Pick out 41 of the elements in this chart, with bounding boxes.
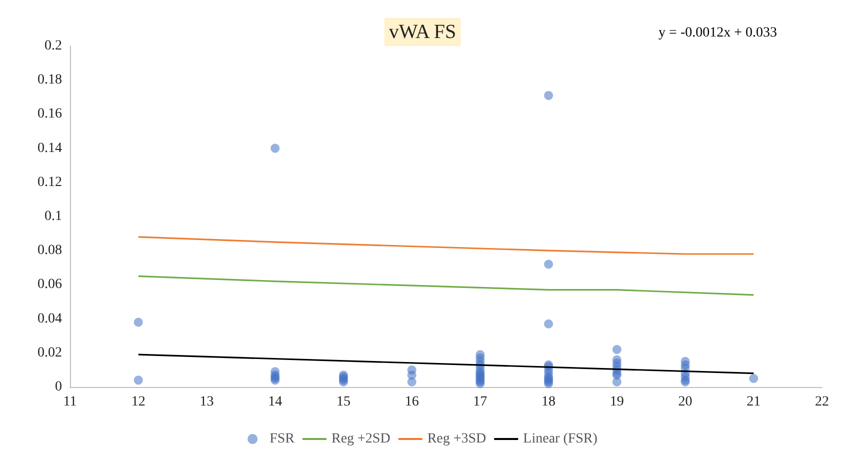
text: y = -0.0012x + 0.033 bbox=[658, 26, 777, 40]
y-tick-label: 0.14 bbox=[38, 140, 62, 156]
legend-label: Reg +3SD bbox=[427, 432, 486, 446]
point bbox=[134, 376, 143, 385]
point bbox=[544, 260, 554, 269]
point bbox=[407, 377, 416, 386]
x-tick-label: 18 bbox=[542, 394, 556, 410]
y-tick-label: 0.08 bbox=[38, 243, 62, 258]
x-tick-label: 12 bbox=[131, 394, 146, 410]
legend-label: Reg +2SD bbox=[331, 432, 390, 446]
y-tick-label: 0.06 bbox=[38, 277, 62, 292]
line-series bbox=[138, 236, 754, 255]
x-tick-label: 21 bbox=[746, 394, 761, 410]
legend-label: Linear (FSR) bbox=[523, 432, 598, 446]
y-tick-label: 0.12 bbox=[38, 174, 62, 190]
x-tick-label: 13 bbox=[200, 394, 214, 410]
x-tick-label: 14 bbox=[268, 394, 282, 410]
x-tick-label: 11 bbox=[63, 394, 77, 410]
point bbox=[612, 377, 622, 386]
x-tick-label: 16 bbox=[404, 394, 419, 410]
y-tick-label: 0.1 bbox=[44, 209, 62, 224]
chart-title: vWA FS bbox=[388, 21, 456, 43]
point bbox=[749, 374, 758, 383]
x-tick-label: 22 bbox=[815, 394, 829, 410]
x-tick-label: 15 bbox=[336, 394, 350, 410]
y-tick-label: 0.16 bbox=[38, 106, 62, 122]
x-tick-label: 19 bbox=[610, 394, 624, 410]
point bbox=[270, 144, 280, 153]
point bbox=[544, 90, 554, 100]
x-tick-label: 17 bbox=[473, 394, 488, 410]
x-tick-label: 20 bbox=[678, 394, 692, 410]
point bbox=[612, 344, 622, 354]
point bbox=[544, 319, 554, 328]
line-series bbox=[138, 275, 754, 296]
y-tick-label: 0.04 bbox=[38, 311, 62, 326]
y-tick-label: 0.02 bbox=[38, 345, 62, 360]
y-tick-label: 0.18 bbox=[38, 72, 62, 88]
y-tick-label: 0.2 bbox=[44, 38, 62, 54]
y-tick-label: 0 bbox=[55, 380, 62, 394]
point bbox=[134, 318, 143, 327]
legend-label: FSR bbox=[270, 432, 296, 446]
